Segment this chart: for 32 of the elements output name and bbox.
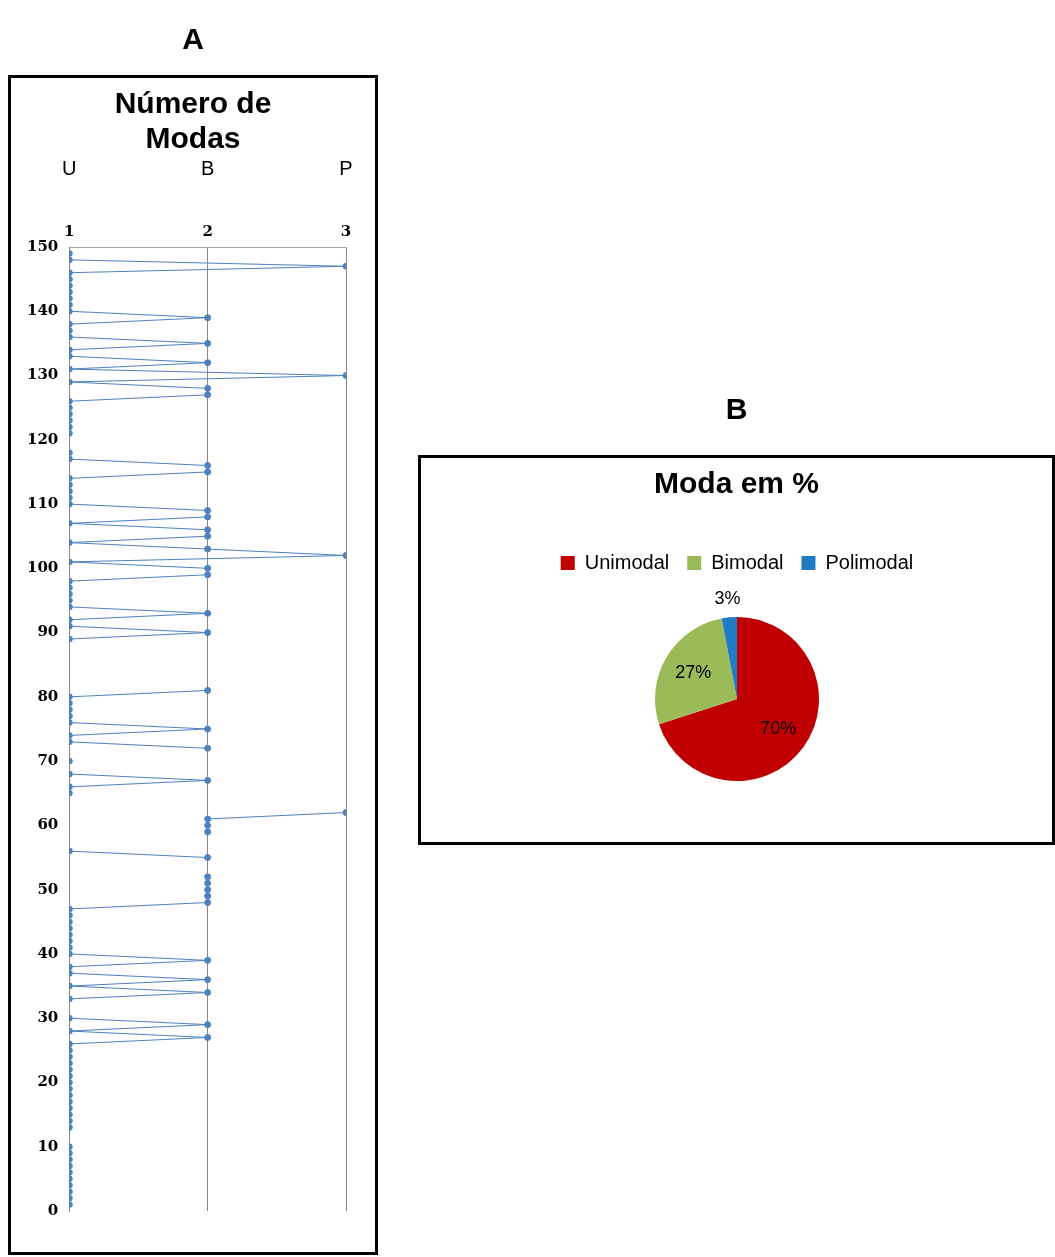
y-tick-label: 110 <box>27 493 59 512</box>
y-tick-label: 0 <box>47 1200 59 1219</box>
y-tick-label: 120 <box>27 429 59 448</box>
y-tick-label: 60 <box>37 815 59 834</box>
text: A <box>181 22 205 56</box>
y-tick-label: 80 <box>37 686 59 705</box>
y-tick-label: 90 <box>37 622 59 641</box>
y-tick-label: 100 <box>27 558 59 577</box>
text: U <box>62 157 77 180</box>
data-label: 70% <box>759 717 796 738</box>
y-tick-label: 10 <box>37 1136 59 1155</box>
text: B <box>200 157 215 180</box>
legend-label: Unimodal <box>584 550 669 573</box>
chart-title: Moda em % <box>653 466 820 501</box>
text: P <box>339 157 353 180</box>
legend-label: Polimodal <box>824 550 913 573</box>
y-tick-label: 130 <box>27 365 59 384</box>
x-tick-label: 2 <box>202 221 213 240</box>
text: B <box>724 392 749 426</box>
y-tick-label: 140 <box>27 301 59 320</box>
y-tick-label: 40 <box>37 943 59 962</box>
chart-title: Número de Modas <box>113 86 273 155</box>
y-tick-label: 20 <box>37 1072 59 1091</box>
y-tick-label: 50 <box>37 879 59 898</box>
data-label: 3% <box>714 587 741 608</box>
legend-label: Bimodal <box>710 550 783 573</box>
y-tick-label: 30 <box>37 1008 59 1027</box>
y-tick-label: 150 <box>27 236 59 255</box>
x-tick-label: 1 <box>64 221 75 240</box>
y-tick-label: 70 <box>37 751 59 770</box>
data-label: 27% <box>674 661 711 682</box>
x-tick-label: 3 <box>340 221 352 240</box>
